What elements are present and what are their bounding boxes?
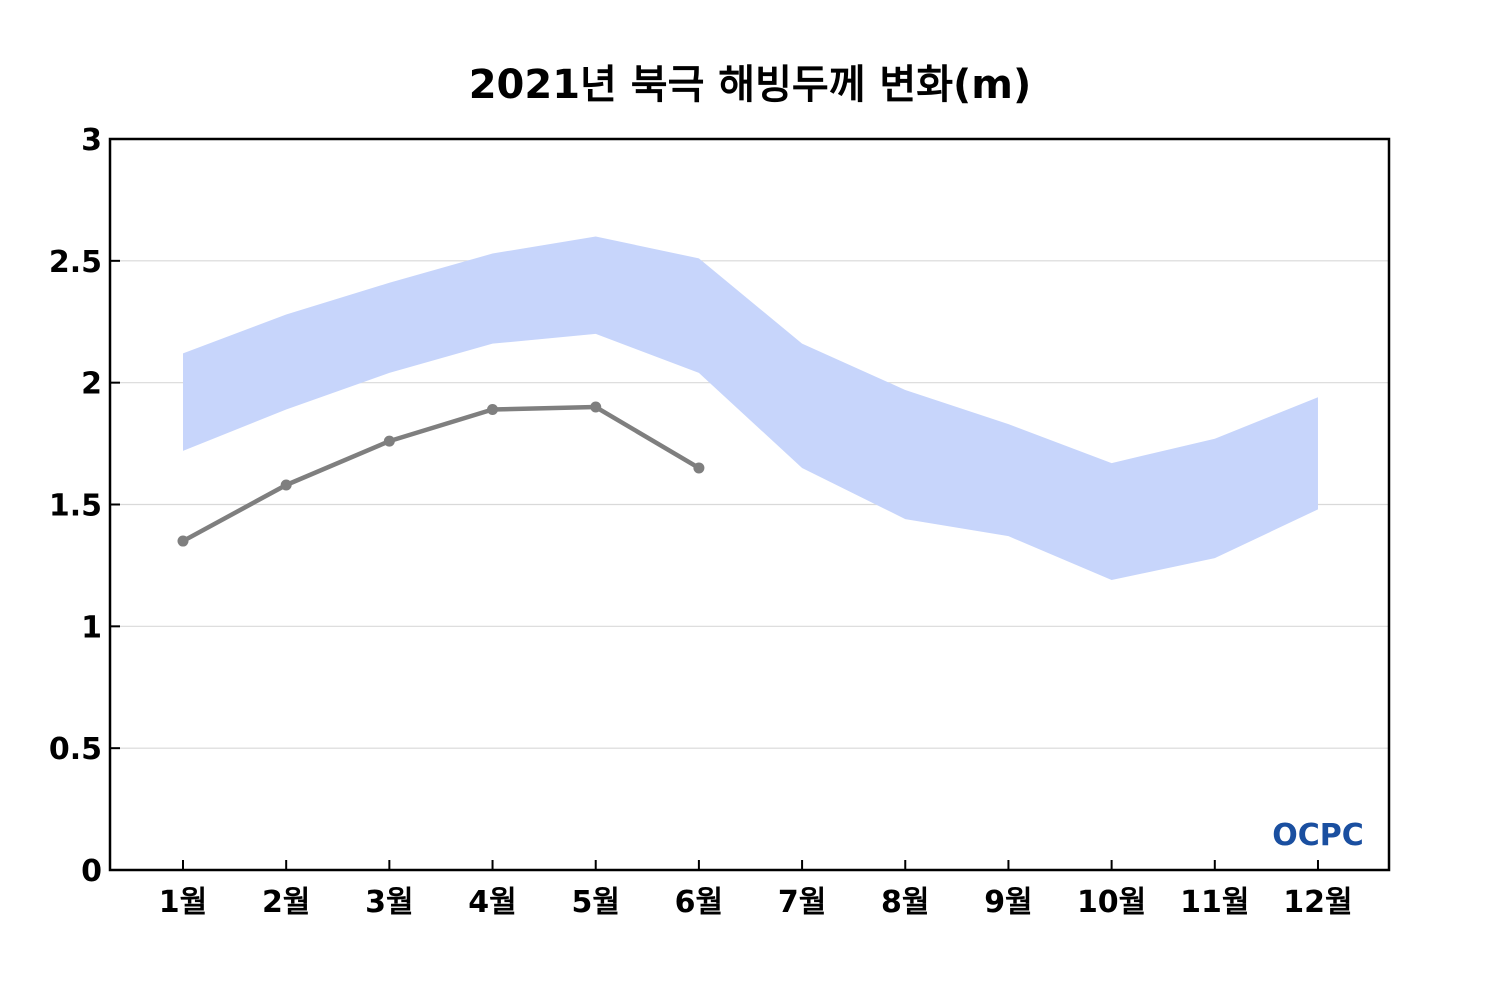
x-tick-label: 10월	[1077, 885, 1146, 920]
data-point	[280, 479, 292, 491]
y-tick-label: 1.5	[49, 489, 102, 524]
ocpc-logo: OCPC	[1272, 818, 1364, 853]
x-tick-label: 4월	[468, 885, 516, 920]
x-tick-label: 8월	[881, 885, 929, 920]
x-axis: 1월 2월 3월 4월 5월 6월 7월 8월 9월 10월 11월 12월	[159, 860, 1353, 920]
data-point	[590, 401, 602, 413]
y-tick-label: 3	[81, 123, 102, 158]
data-point	[693, 462, 705, 474]
logo-text: OCPC	[1272, 818, 1364, 853]
x-tick-label: 6월	[675, 885, 723, 920]
x-tick-label: 3월	[365, 885, 413, 920]
x-tick-label: 5월	[571, 885, 619, 920]
y-tick-label: 0	[81, 854, 102, 889]
series-line	[177, 401, 705, 547]
x-tick-label: 9월	[984, 885, 1032, 920]
data-point	[487, 403, 499, 415]
y-tick-label: 2.5	[49, 245, 102, 280]
y-axis: 0 0.5 1 1.5 2 2.5 3	[49, 123, 120, 889]
x-tick-label: 2월	[262, 885, 310, 920]
data-point	[177, 535, 189, 547]
y-tick-label: 0.5	[49, 732, 102, 767]
x-tick-label: 12월	[1283, 885, 1352, 920]
chart-title: 2021년 북극 해빙두께 변화(m)	[469, 62, 1032, 108]
range-band-area	[183, 236, 1318, 581]
series-polyline	[180, 404, 702, 544]
y-tick-label: 2	[81, 367, 102, 402]
data-point	[383, 435, 395, 447]
x-tick-label: 11월	[1180, 885, 1249, 920]
y-tick-label: 1	[81, 610, 102, 645]
x-tick-label: 7월	[778, 885, 826, 920]
x-tick-label: 1월	[159, 885, 207, 920]
range-band	[183, 236, 1318, 581]
